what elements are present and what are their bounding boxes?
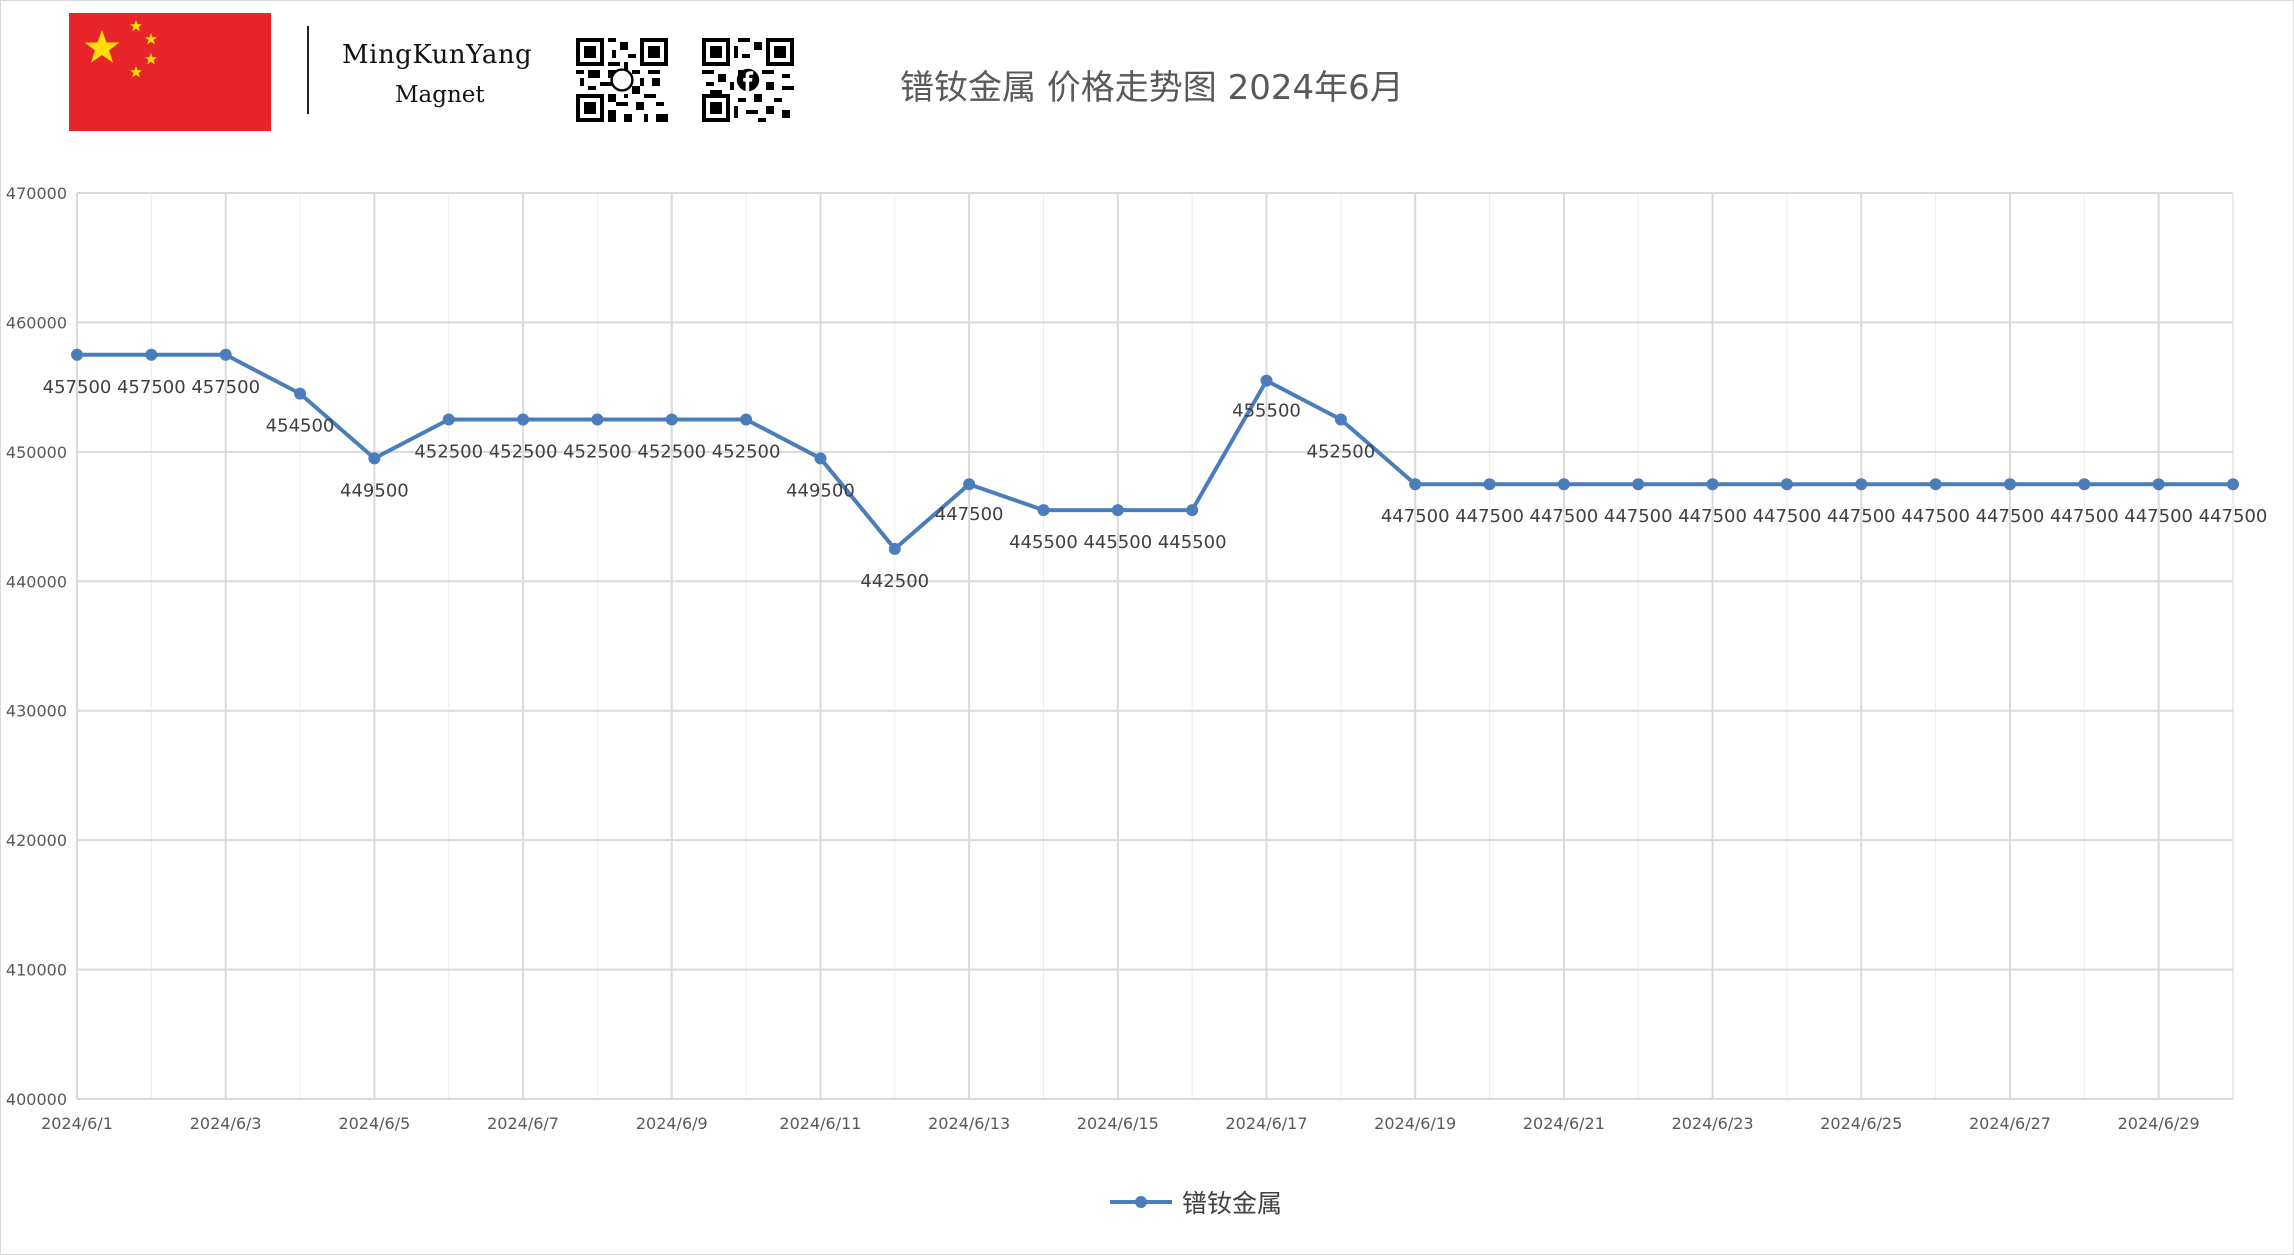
data-label: 447500 [1827, 506, 1896, 527]
data-point [2003, 478, 2016, 491]
legend-swatch-icon [1110, 1196, 1172, 1208]
data-point [1855, 478, 1868, 491]
legend: 镨钕金属 [1108, 1185, 1282, 1219]
data-label: 454500 [266, 416, 335, 437]
x-tick-label: 2024/6/3 [190, 1114, 262, 1133]
y-tick-label: 450000 [6, 443, 67, 462]
x-tick-label: 2024/6/23 [1672, 1114, 1754, 1133]
data-label: 447500 [1753, 506, 1822, 527]
data-point [1632, 478, 1645, 491]
china-flag-icon [69, 13, 271, 131]
data-point [517, 413, 530, 426]
legend-label: 镨钕金属 [1182, 1189, 1283, 1218]
x-tick-label: 2024/6/29 [2118, 1114, 2200, 1133]
data-label: 447500 [2124, 506, 2193, 527]
x-tick-label: 2024/6/21 [1523, 1114, 1605, 1133]
data-point [814, 452, 827, 465]
y-tick-label: 400000 [6, 1090, 67, 1109]
data-point [1483, 478, 1496, 491]
data-point [2227, 478, 2239, 491]
brand-name: MingKunYang [342, 40, 533, 70]
data-label: 452500 [414, 442, 483, 463]
x-tick-label: 2024/6/19 [1374, 1114, 1456, 1133]
data-label: 445500 [1009, 532, 1078, 553]
data-point [368, 452, 381, 465]
x-tick-label: 2024/6/7 [487, 1114, 559, 1133]
data-label: 452500 [563, 442, 632, 463]
data-point [591, 413, 604, 426]
x-tick-label: 2024/6/5 [338, 1114, 410, 1133]
data-label: 447500 [1901, 506, 1970, 527]
y-tick-label: 470000 [6, 184, 67, 203]
data-label: 449500 [340, 480, 409, 501]
data-label: 447500 [935, 504, 1004, 525]
data-point [2078, 478, 2091, 491]
series-line [77, 352, 2233, 551]
facebook-qr-code-icon [702, 38, 794, 122]
x-tick-label: 2024/6/9 [636, 1114, 708, 1133]
data-label: 452500 [489, 442, 558, 463]
data-point [1929, 478, 1942, 491]
data-label: 447500 [1678, 506, 1747, 527]
data-point [1111, 504, 1124, 517]
x-tick-label: 2024/6/1 [41, 1114, 113, 1133]
data-point [442, 413, 455, 426]
data-point [888, 542, 901, 555]
data-label: 447500 [2050, 506, 2119, 527]
x-tick-label: 2024/6/27 [1969, 1114, 2051, 1133]
x-tick-label: 2024/6/25 [1820, 1114, 1902, 1133]
data-label: 452500 [637, 442, 706, 463]
data-point [1409, 478, 1422, 491]
data-label: 447500 [2199, 506, 2268, 527]
data-label: 445500 [1158, 532, 1227, 553]
whatsapp-qr-code-icon [576, 38, 668, 122]
data-label: 452500 [712, 442, 781, 463]
data-point [2152, 478, 2165, 491]
data-point [71, 348, 83, 361]
data-point [1037, 504, 1050, 517]
data-label: 449500 [786, 480, 855, 501]
y-tick-label: 410000 [6, 961, 67, 980]
data-label: 447500 [1976, 506, 2045, 527]
data-point [1260, 374, 1273, 387]
data-point [665, 413, 678, 426]
data-label: 447500 [1455, 506, 1524, 527]
y-tick-label: 440000 [6, 572, 67, 591]
data-label: 455500 [1232, 401, 1301, 422]
y-tick-label: 430000 [6, 702, 67, 721]
y-tick-label: 460000 [6, 313, 67, 332]
data-label: 457500 [117, 377, 186, 398]
x-tick-label: 2024/6/11 [779, 1114, 861, 1133]
data-point [1334, 413, 1347, 426]
data-label: 457500 [43, 377, 112, 398]
data-label: 447500 [1530, 506, 1599, 527]
data-point [1186, 504, 1199, 517]
chart-title: 镨钕金属 价格走势图 2024年6月 [900, 68, 1404, 108]
x-tick-label: 2024/6/15 [1077, 1114, 1159, 1133]
data-point [145, 348, 158, 361]
data-point [963, 478, 976, 491]
data-label: 457500 [191, 377, 260, 398]
header-divider [307, 26, 309, 114]
x-tick-label: 2024/6/17 [1225, 1114, 1307, 1133]
data-point [294, 387, 307, 400]
data-point [1557, 478, 1570, 491]
data-label: 442500 [860, 571, 929, 592]
data-label: 445500 [1083, 532, 1152, 553]
data-point [1706, 478, 1719, 491]
brand-subtitle: Magnet [395, 82, 485, 108]
data-point [1780, 478, 1793, 491]
data-label: 452500 [1307, 442, 1376, 463]
data-point [219, 348, 232, 361]
data-label: 447500 [1381, 506, 1450, 527]
data-point [740, 413, 753, 426]
x-tick-label: 2024/6/13 [928, 1114, 1010, 1133]
y-tick-label: 420000 [6, 831, 67, 850]
data-label: 447500 [1604, 506, 1673, 527]
